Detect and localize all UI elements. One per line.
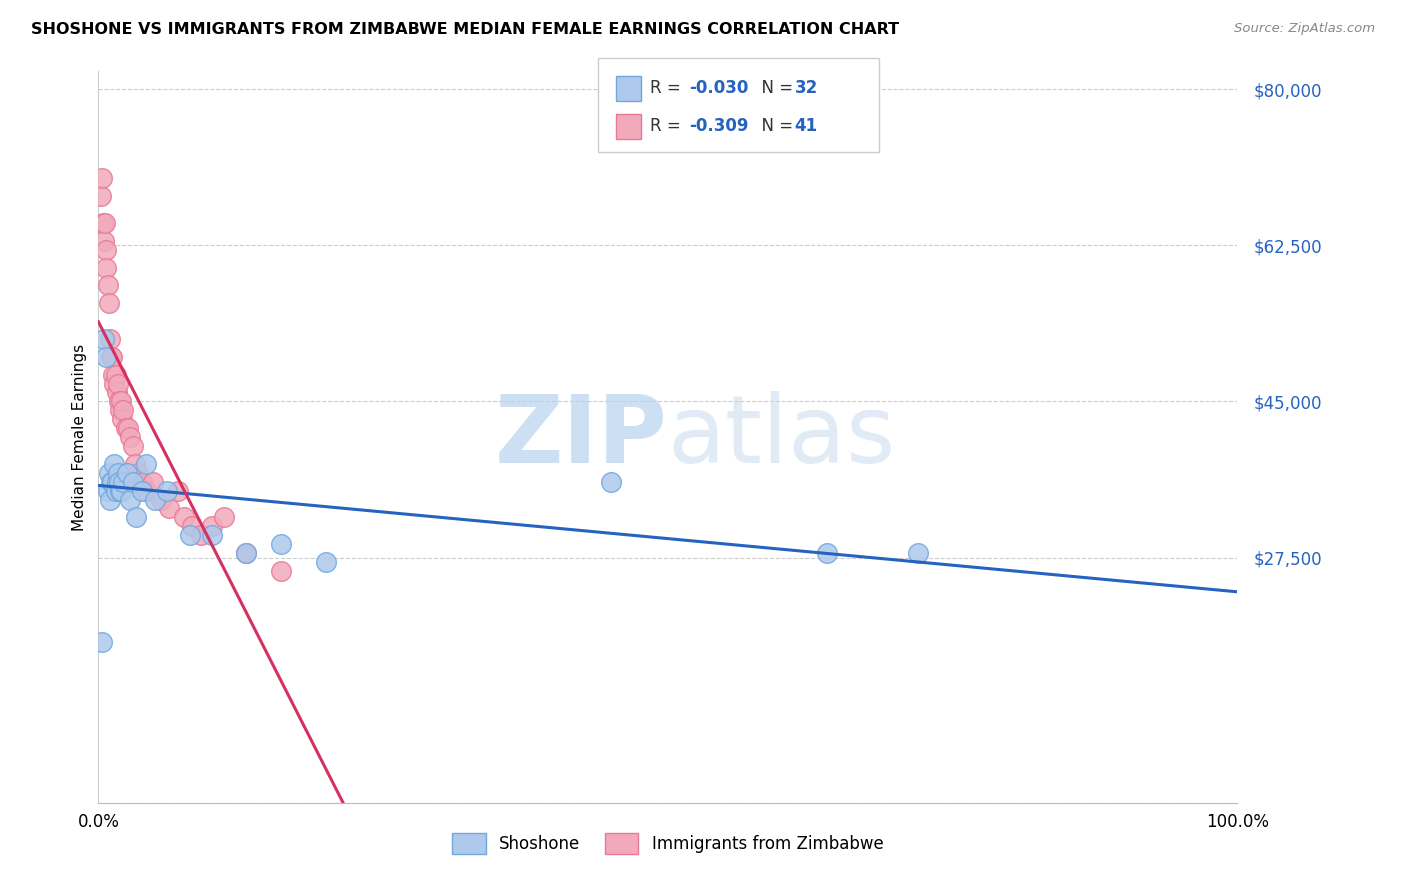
- Point: [131, 483, 153, 498]
- Text: ZIP: ZIP: [495, 391, 668, 483]
- Point: [100, 475, 122, 489]
- Point: [96, 243, 118, 257]
- Text: 32: 32: [794, 78, 818, 97]
- Point: [173, 510, 195, 524]
- Point: [104, 483, 127, 498]
- Point: [93, 332, 115, 346]
- Point: [108, 475, 131, 489]
- Point: [97, 296, 120, 310]
- Point: [105, 475, 128, 489]
- Point: [135, 457, 157, 471]
- Text: R =: R =: [650, 117, 686, 135]
- Point: [93, 234, 115, 248]
- Y-axis label: Median Female Earnings: Median Female Earnings: [72, 343, 87, 531]
- Point: [107, 466, 129, 480]
- Point: [127, 466, 149, 480]
- Point: [96, 350, 118, 364]
- Point: [131, 475, 153, 489]
- Text: N =: N =: [751, 78, 799, 97]
- Point: [235, 546, 257, 560]
- Point: [96, 483, 118, 498]
- Point: [124, 457, 146, 471]
- Point: [142, 475, 165, 489]
- Point: [600, 475, 623, 489]
- Point: [120, 430, 142, 444]
- Point: [135, 483, 157, 498]
- Point: [107, 376, 129, 391]
- Point: [91, 216, 114, 230]
- Point: [115, 466, 138, 480]
- Point: [121, 475, 143, 489]
- Text: atlas: atlas: [668, 391, 896, 483]
- Point: [97, 466, 120, 480]
- Point: [125, 510, 148, 524]
- Point: [90, 171, 112, 186]
- Point: [190, 528, 212, 542]
- Point: [94, 216, 117, 230]
- Point: [90, 635, 112, 649]
- Point: [180, 519, 202, 533]
- Point: [112, 475, 135, 489]
- Point: [145, 492, 167, 507]
- Point: [114, 421, 136, 435]
- Point: [201, 519, 224, 533]
- Point: [110, 394, 132, 409]
- Point: [108, 403, 131, 417]
- Point: [98, 492, 121, 507]
- Point: [121, 439, 143, 453]
- Point: [105, 385, 128, 400]
- Point: [212, 510, 235, 524]
- Text: 41: 41: [794, 117, 817, 135]
- Text: Source: ZipAtlas.com: Source: ZipAtlas.com: [1234, 22, 1375, 36]
- Point: [103, 368, 125, 382]
- Point: [270, 537, 292, 551]
- Point: [112, 403, 135, 417]
- Point: [156, 483, 179, 498]
- Point: [315, 555, 337, 569]
- Point: [104, 368, 127, 382]
- Legend: Shoshone, Immigrants from Zimbabwe: Shoshone, Immigrants from Zimbabwe: [446, 827, 890, 860]
- Point: [167, 483, 190, 498]
- Point: [907, 546, 929, 560]
- Point: [111, 412, 134, 426]
- Point: [117, 421, 139, 435]
- Point: [103, 376, 125, 391]
- Point: [101, 350, 124, 364]
- Point: [98, 332, 121, 346]
- Point: [179, 528, 201, 542]
- Point: [108, 483, 131, 498]
- Point: [235, 546, 257, 560]
- Text: SHOSHONE VS IMMIGRANTS FROM ZIMBABWE MEDIAN FEMALE EARNINGS CORRELATION CHART: SHOSHONE VS IMMIGRANTS FROM ZIMBABWE MED…: [31, 22, 898, 37]
- Point: [96, 278, 118, 293]
- Point: [270, 564, 292, 578]
- Point: [103, 457, 125, 471]
- Point: [157, 501, 180, 516]
- Text: -0.030: -0.030: [689, 78, 748, 97]
- Point: [108, 394, 131, 409]
- Point: [101, 475, 124, 489]
- Point: [120, 492, 142, 507]
- Point: [815, 546, 838, 560]
- Point: [90, 189, 112, 203]
- Text: R =: R =: [650, 78, 686, 97]
- Point: [96, 260, 118, 275]
- Point: [201, 528, 224, 542]
- Text: -0.309: -0.309: [689, 117, 748, 135]
- Point: [110, 483, 132, 498]
- Point: [100, 350, 122, 364]
- Text: N =: N =: [751, 117, 799, 135]
- Point: [150, 492, 173, 507]
